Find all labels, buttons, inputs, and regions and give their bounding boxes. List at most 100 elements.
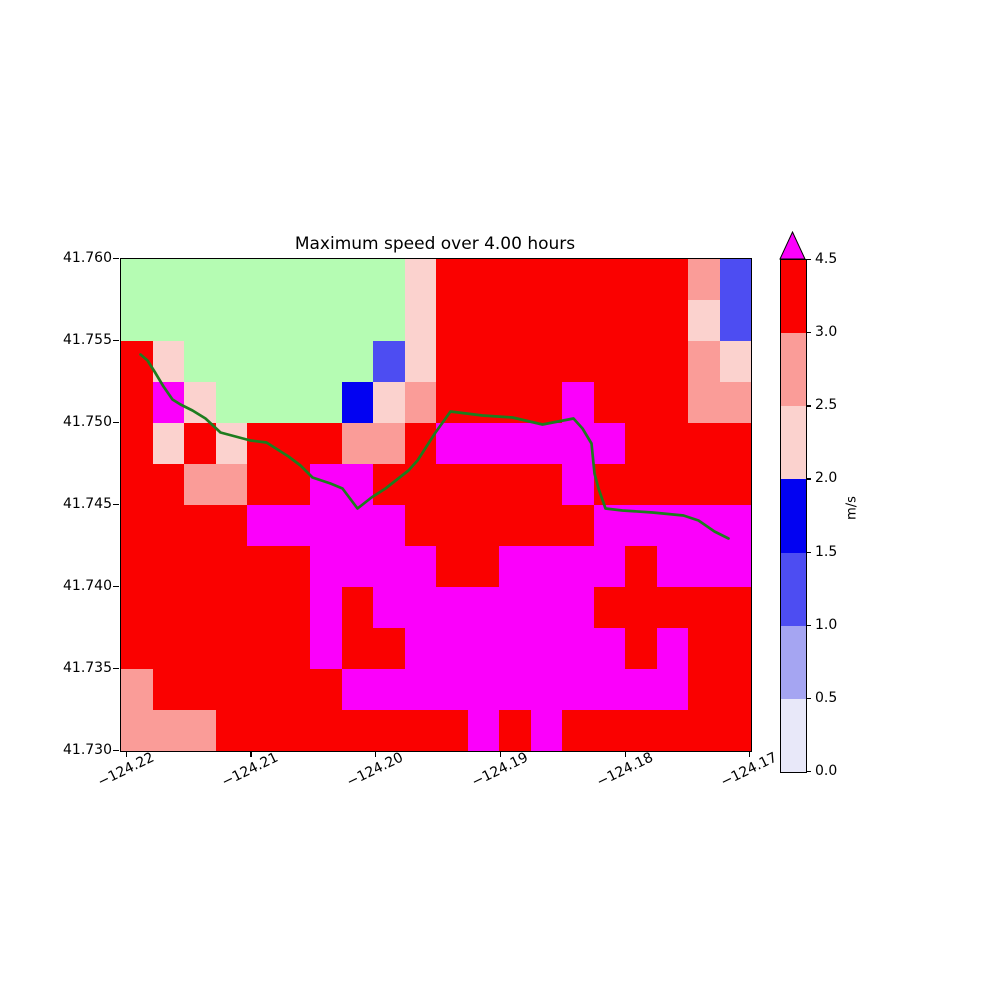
grid-cell	[530, 546, 562, 587]
grid-cell	[278, 710, 310, 751]
grid-cell	[530, 710, 562, 751]
grid-cell	[499, 259, 531, 300]
heatmap-plot	[120, 258, 752, 752]
y-tick-label: 41.745	[63, 496, 112, 512]
grid-cell	[184, 300, 216, 341]
y-tick-mark	[113, 667, 119, 670]
grid-cell	[152, 259, 184, 300]
grid-cell	[373, 382, 405, 423]
grid-cell	[373, 710, 405, 751]
colorbar-tick-label: 1.5	[815, 543, 838, 560]
grid-cell	[562, 259, 594, 300]
colorbar-segment	[781, 260, 806, 334]
grid-cell	[530, 464, 562, 505]
grid-cell	[436, 546, 468, 587]
grid-cell	[184, 669, 216, 710]
grid-cell	[404, 259, 436, 300]
grid-cell	[436, 505, 468, 546]
grid-cell	[247, 382, 279, 423]
grid-cell	[341, 423, 373, 464]
colorbar-tick-label: 3.0	[815, 324, 838, 341]
grid-cell	[341, 341, 373, 382]
grid-cell	[278, 464, 310, 505]
y-tick-label: 41.760	[63, 250, 112, 266]
colorbar-tick-mark	[806, 405, 811, 407]
grid-cell	[184, 341, 216, 382]
grid-cell	[530, 587, 562, 628]
colorbar-tick-mark	[806, 551, 811, 553]
grid-cell	[499, 628, 531, 669]
grid-cell	[121, 259, 153, 300]
colorbar-tick-mark	[806, 624, 811, 626]
colorbar-tick-label: 1.0	[815, 616, 838, 633]
grid-cell	[341, 382, 373, 423]
grid-cell	[719, 300, 751, 341]
grid-cell	[247, 587, 279, 628]
grid-cell	[530, 423, 562, 464]
grid-cell	[467, 628, 499, 669]
grid-cell	[499, 710, 531, 751]
grid-cell	[688, 341, 720, 382]
grid-cell	[530, 259, 562, 300]
grid-cell	[215, 464, 247, 505]
grid-cell	[625, 587, 657, 628]
grid-cell	[121, 423, 153, 464]
grid-cell	[656, 505, 688, 546]
grid-cell	[436, 423, 468, 464]
grid-cell	[247, 300, 279, 341]
grid-cell	[247, 546, 279, 587]
grid-cell	[530, 341, 562, 382]
grid-cell	[215, 259, 247, 300]
grid-cell	[688, 587, 720, 628]
grid-cell	[436, 628, 468, 669]
grid-cell	[278, 259, 310, 300]
grid-cell	[152, 669, 184, 710]
colorbar-tick-mark	[806, 478, 811, 480]
grid-cell	[656, 300, 688, 341]
grid-cell	[625, 341, 657, 382]
grid-cell	[436, 669, 468, 710]
grid-cell	[593, 628, 625, 669]
grid-cell	[467, 505, 499, 546]
y-tick-label: 41.735	[63, 659, 112, 676]
grid-cell	[341, 587, 373, 628]
grid-cell	[152, 587, 184, 628]
grid-cell	[152, 546, 184, 587]
grid-cell	[562, 423, 594, 464]
grid-cell	[341, 669, 373, 710]
colorbar-tick-label: 2.5	[815, 397, 838, 414]
grid-cell	[341, 300, 373, 341]
grid-cell	[404, 423, 436, 464]
grid-cell	[404, 710, 436, 751]
grid-cell	[625, 300, 657, 341]
grid-cell	[688, 628, 720, 669]
grid-cell	[278, 382, 310, 423]
grid-cell	[719, 341, 751, 382]
heatmap-grid	[121, 259, 751, 751]
colorbar-tick-label: 0.0	[815, 763, 838, 779]
grid-cell	[530, 628, 562, 669]
grid-cell	[121, 669, 153, 710]
grid-cell	[404, 669, 436, 710]
grid-cell	[373, 259, 405, 300]
grid-cell	[562, 669, 594, 710]
grid-cell	[184, 382, 216, 423]
grid-cell	[278, 423, 310, 464]
grid-cell	[436, 382, 468, 423]
grid-cell	[404, 546, 436, 587]
grid-cell	[341, 464, 373, 505]
grid-cell	[499, 669, 531, 710]
x-tick-mark	[250, 751, 252, 757]
grid-cell	[373, 669, 405, 710]
grid-cell	[436, 587, 468, 628]
grid-cell	[530, 382, 562, 423]
grid-cell	[278, 669, 310, 710]
grid-cell	[562, 300, 594, 341]
grid-cell	[688, 505, 720, 546]
grid-cell	[152, 382, 184, 423]
grid-cell	[215, 628, 247, 669]
grid-cell	[593, 587, 625, 628]
grid-cell	[530, 505, 562, 546]
grid-cell	[467, 710, 499, 751]
